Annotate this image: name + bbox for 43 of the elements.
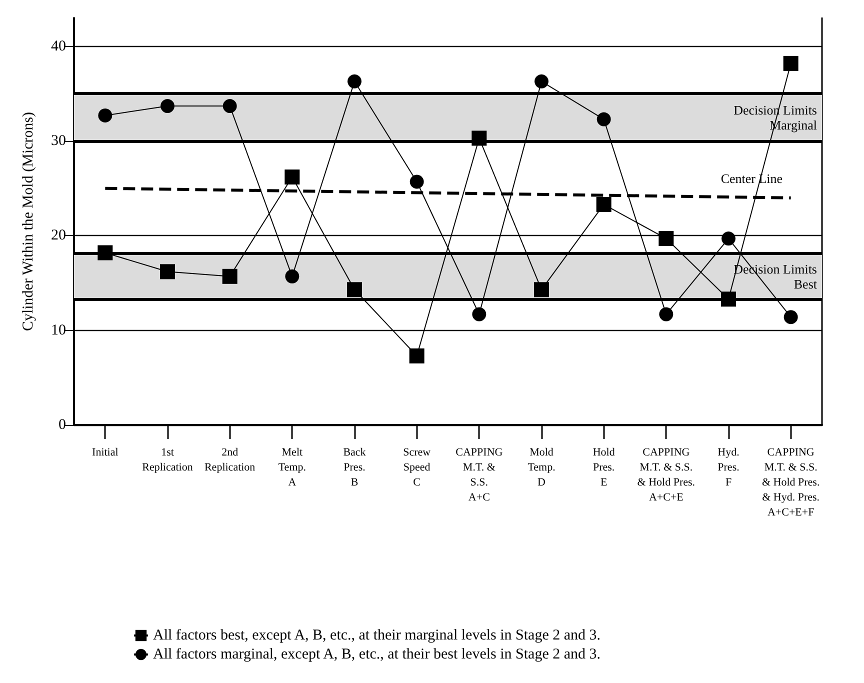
point [410,174,424,189]
x-tick-label: Mold Temp. D [528,446,556,488]
point [347,282,362,298]
point [658,231,674,246]
point [160,99,174,114]
x-tick-label: 2nd Replication [204,446,256,474]
point [472,307,486,322]
point [409,348,424,364]
x-tick-label: Melt Temp. A [278,446,306,488]
legend-label: All factors best, except A, B, etc., at their marginal levels in Stage 2 and 3. [153,628,601,644]
x-tick-label: 1st Replication [142,446,194,474]
point [98,245,113,260]
point [659,307,674,322]
point [721,292,736,307]
point [160,264,175,280]
x-tick-label: Initial [92,446,118,458]
point [784,310,798,324]
point [472,130,487,146]
point [284,170,300,185]
y-tick-label: 30 [51,133,66,150]
point [534,74,548,88]
point [596,196,612,212]
point [722,232,736,246]
x-tick-label: CAPPING M.T. & S.S. & Hold Pres. A+C+E [637,446,696,504]
x-tick-label: Hold Pres. E [592,446,616,488]
x-tick-label: CAPPING M.T. & S.S. A+C [456,446,503,504]
point [98,108,112,122]
y-tick-label: 40 [51,38,66,54]
x-tick-label: Screw Speed C [403,446,431,488]
legend-label: All factors marginal, except A, B, etc., at their best levels in Stage 2 and 3. [153,646,601,662]
x-tick-label: Hyd. Pres. F [718,446,740,488]
point [285,269,300,284]
x-tick-label: CAPPING M.T. & S.S. & Hold Pres. & Hyd. Pres. A+C+E+F [762,446,820,518]
y-tick-label: 20 [51,228,66,244]
y-tick-label: 10 [51,322,66,338]
x-tick-label: Back Pres. B [343,446,366,488]
point [222,268,238,284]
point [596,112,611,126]
point [534,282,549,298]
y-axis-title: Cylinder Within the Mold (Microns) [20,112,36,332]
point [348,74,362,88]
point [783,56,798,71]
point [222,99,237,114]
